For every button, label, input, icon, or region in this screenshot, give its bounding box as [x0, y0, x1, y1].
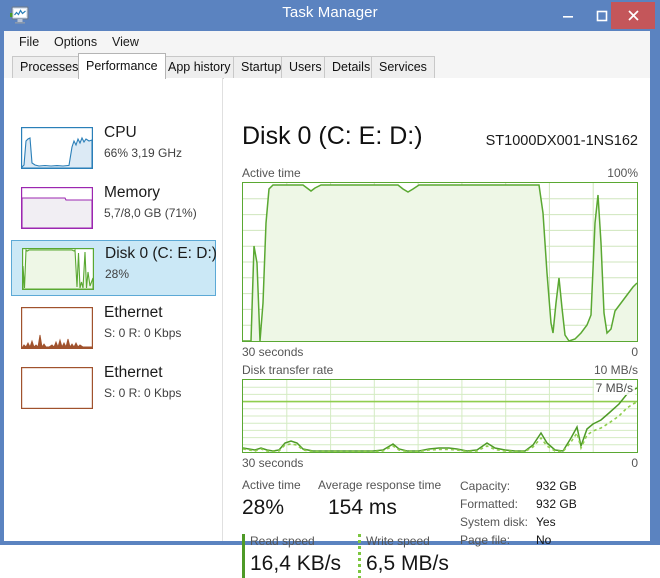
menu-item-options[interactable]: Options	[54, 35, 98, 49]
sidebar-memory-name: Memory	[104, 184, 160, 201]
sidebar-cpu-name: CPU	[104, 124, 137, 141]
read-speed-label: Read speed	[250, 534, 315, 548]
active-time-max-label: 100%	[607, 166, 638, 180]
transfer-rate-caption: Disk transfer rate	[242, 363, 334, 377]
transfer-rate-inline-marker: 7 MB/s	[593, 381, 635, 395]
tab-users[interactable]: Users	[281, 56, 330, 78]
close-button[interactable]	[611, 2, 655, 29]
info-value-capacity: 932 GB	[536, 479, 577, 493]
sidebar-cpu-sub: 66% 3,19 GHz	[104, 146, 183, 160]
sidebar-memory-sub: 5,7/8,0 GB (71%)	[104, 206, 197, 220]
sidebar-disk-sub: 28%	[105, 267, 130, 281]
window-title: Task Manager	[282, 4, 378, 21]
sidebar-ethernet2-name: Ethernet	[104, 364, 163, 381]
sidebar-item-ethernet-1[interactable]: Ethernet S: 0 R: 0 Kbps	[11, 300, 216, 356]
tab-app-history[interactable]: App history	[160, 56, 239, 78]
info-value-page-file: No	[536, 533, 552, 547]
sidebar-item-disk-0[interactable]: Disk 0 (C: E: D:) 28%	[11, 240, 217, 296]
info-value-system-disk: Yes	[536, 515, 556, 529]
sidebar-disk-name: Disk 0 (C: E: D:)	[105, 245, 217, 262]
minimize-button[interactable]	[553, 0, 583, 31]
transfer-rate-x-left: 30 seconds	[242, 456, 304, 470]
maximize-button[interactable]	[587, 0, 617, 31]
disk-thumbnail-graph	[22, 248, 94, 290]
info-value-formatted: 932 GB	[536, 497, 577, 511]
info-key-formatted: Formatted:	[460, 497, 519, 511]
response-time-value: 154 ms	[328, 496, 397, 519]
transfer-rate-max-label: 10 MB/s	[593, 363, 638, 377]
ethernet2-thumbnail-graph	[21, 367, 93, 409]
tab-strip: Processes Performance App history Startu…	[4, 53, 650, 79]
menu-bar: File Options View	[4, 31, 650, 54]
sidebar-ethernet1-sub: S: 0 R: 0 Kbps	[104, 326, 182, 340]
title-bar: Task Manager	[0, 0, 660, 31]
menu-item-file[interactable]: File	[19, 35, 40, 49]
performance-sidebar: CPU 66% 3,19 GHz Memory 5,7/8,0 GB (71%)	[4, 78, 223, 541]
info-key-page-file: Page file:	[460, 533, 511, 547]
client-area: File Options View Processes Performance …	[4, 31, 650, 578]
active-time-caption: Active time	[242, 166, 301, 180]
cpu-thumbnail-graph	[21, 127, 93, 169]
write-speed-legend-bar	[358, 534, 361, 578]
tab-startup[interactable]: Startup	[233, 56, 290, 78]
read-speed-legend-bar	[242, 534, 245, 578]
sidebar-item-ethernet-2[interactable]: Ethernet S: 0 R: 0 Kbps	[11, 360, 216, 416]
active-time-stat-label: Active time	[242, 478, 301, 492]
disk-detail-panel: Disk 0 (C: E: D:) ST1000DX001-1NS162 Act…	[224, 78, 650, 578]
transfer-rate-x-right: 0	[631, 456, 638, 470]
write-speed-value: 6,5 MB/s	[366, 552, 449, 575]
ethernet1-thumbnail-graph	[21, 307, 93, 349]
active-time-x-right: 0	[631, 345, 638, 359]
page-title: Disk 0 (C: E: D:)	[242, 122, 423, 150]
tab-processes[interactable]: Processes	[12, 56, 87, 78]
info-key-capacity: Capacity:	[460, 479, 511, 493]
response-time-label: Average response time	[318, 478, 442, 492]
sidebar-item-memory[interactable]: Memory 5,7/8,0 GB (71%)	[11, 180, 216, 236]
active-time-graph	[242, 182, 638, 342]
sidebar-ethernet1-name: Ethernet	[104, 304, 163, 321]
info-key-system-disk: System disk:	[460, 515, 529, 529]
sidebar-item-cpu[interactable]: CPU 66% 3,19 GHz	[11, 120, 216, 176]
tab-details[interactable]: Details	[324, 56, 379, 78]
tab-performance[interactable]: Performance	[78, 53, 166, 79]
read-speed-value: 16,4 KB/s	[250, 552, 342, 575]
disk-model-label: ST1000DX001-1NS162	[485, 133, 638, 149]
memory-thumbnail-graph	[21, 187, 93, 229]
menu-item-view[interactable]: View	[112, 35, 139, 49]
active-time-x-left: 30 seconds	[242, 345, 304, 359]
sidebar-ethernet2-sub: S: 0 R: 0 Kbps	[104, 386, 182, 400]
transfer-rate-graph: 7 MB/s	[242, 379, 638, 453]
write-speed-label: Write speed	[366, 534, 430, 548]
tab-services[interactable]: Services	[371, 56, 435, 78]
active-time-stat-value: 28%	[242, 496, 285, 519]
task-manager-icon	[9, 5, 31, 26]
